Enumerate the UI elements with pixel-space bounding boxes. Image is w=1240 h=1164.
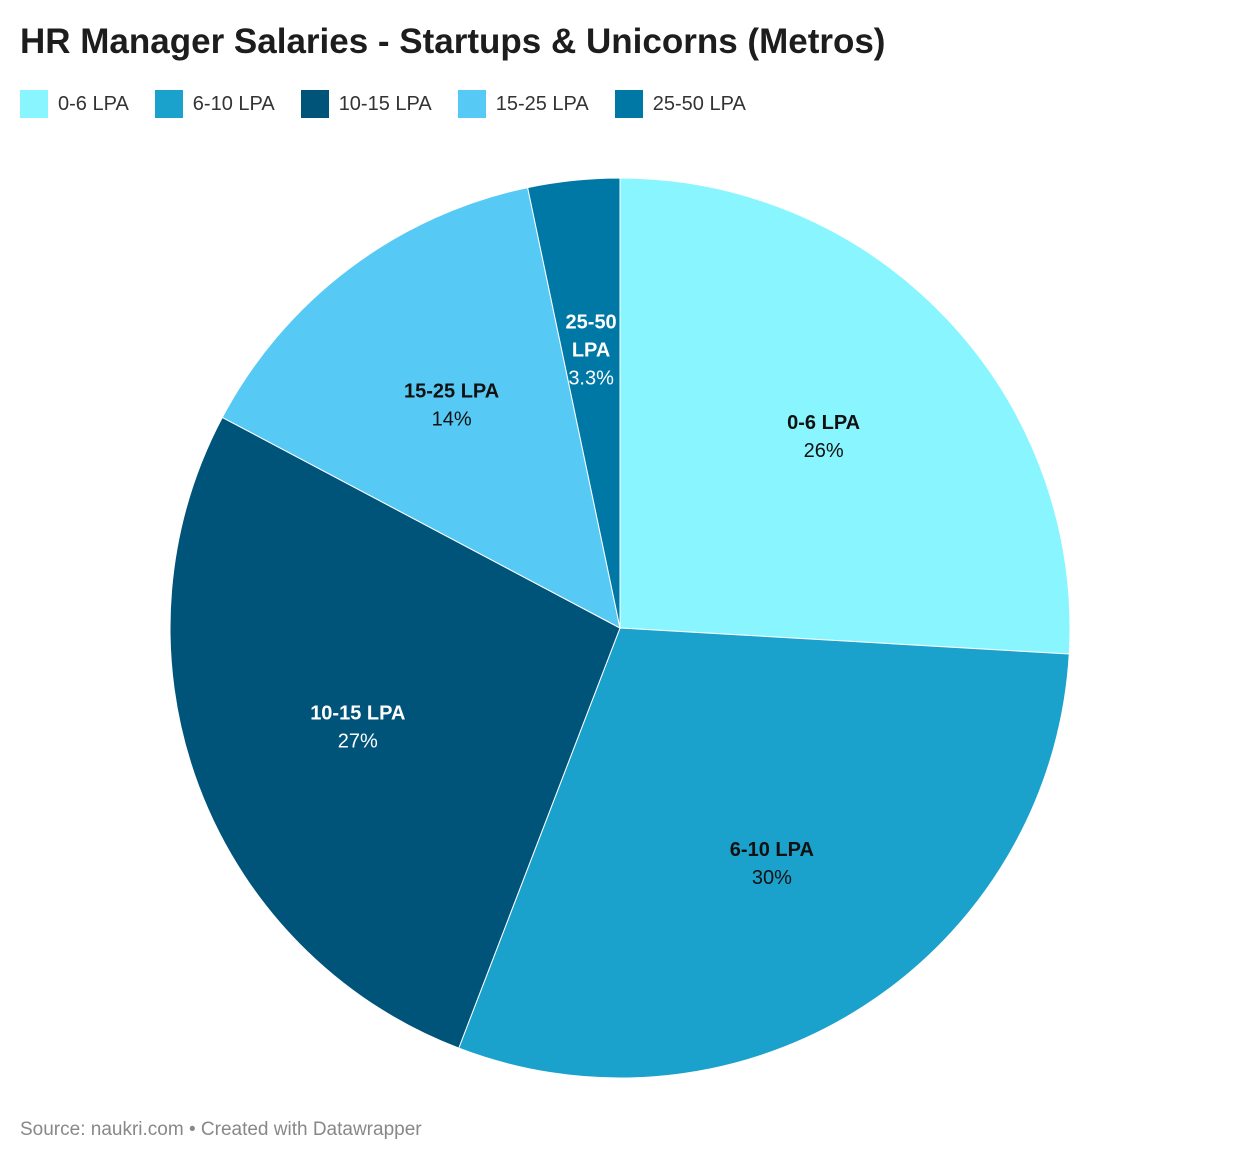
slice-label: 10-15 LPA 27% bbox=[310, 702, 405, 752]
legend-item: 0-6 LPA bbox=[20, 90, 129, 118]
legend-label: 25-50 LPA bbox=[652, 92, 746, 115]
legend-swatch bbox=[457, 90, 486, 118]
slice-category-label: 25-50 bbox=[566, 311, 617, 333]
legend-swatch bbox=[614, 90, 643, 118]
slice-category-label: 6-10 LPA bbox=[730, 839, 814, 861]
pie-slice bbox=[221, 186, 621, 629]
slice-value-label: 30% bbox=[752, 867, 792, 889]
slice-value-label: 14% bbox=[432, 408, 472, 430]
slice-category-label: LPA bbox=[572, 339, 611, 361]
slice-value-label: 3.3% bbox=[568, 367, 614, 389]
pie-slice bbox=[527, 177, 621, 629]
slice-value-label: 26% bbox=[804, 440, 844, 462]
legend: 0-6 LPA 6-10 LPA 10-15 LPA 15-25 LPA 25-… bbox=[20, 90, 772, 118]
slice-label: 6-10 LPA 30% bbox=[730, 839, 814, 889]
legend-label: 10-15 LPA bbox=[338, 92, 432, 115]
slice-label: 25-50 LPA 3.3% bbox=[566, 311, 617, 389]
legend-label: 0-6 LPA bbox=[58, 92, 129, 115]
pie-slice bbox=[169, 416, 621, 1049]
legend-swatch bbox=[300, 90, 329, 118]
legend-label: 15-25 LPA bbox=[495, 92, 589, 115]
legend-item: 15-25 LPA bbox=[457, 90, 589, 118]
slice-label: 0-6 LPA 26% bbox=[787, 412, 860, 462]
legend-swatch bbox=[20, 90, 48, 118]
chart-title: HR Manager Salaries - Startups & Unicorn… bbox=[20, 22, 886, 61]
legend-item: 6-10 LPA bbox=[154, 90, 275, 118]
slice-category-label: 15-25 LPA bbox=[404, 380, 499, 402]
source-note: Source: naukri.com • Created with Datawr… bbox=[20, 1119, 422, 1140]
slice-value-label: 27% bbox=[338, 730, 378, 752]
legend-swatch bbox=[154, 90, 183, 118]
legend-item: 10-15 LPA bbox=[300, 90, 432, 118]
pie-slice bbox=[619, 177, 1071, 655]
slice-label: 15-25 LPA 14% bbox=[404, 380, 499, 430]
slice-category-label: 10-15 LPA bbox=[310, 702, 405, 724]
pie-slice bbox=[458, 627, 1070, 1079]
legend-item: 25-50 LPA bbox=[614, 90, 746, 118]
slice-category-label: 0-6 LPA bbox=[787, 412, 860, 434]
legend-label: 6-10 LPA bbox=[192, 92, 275, 115]
